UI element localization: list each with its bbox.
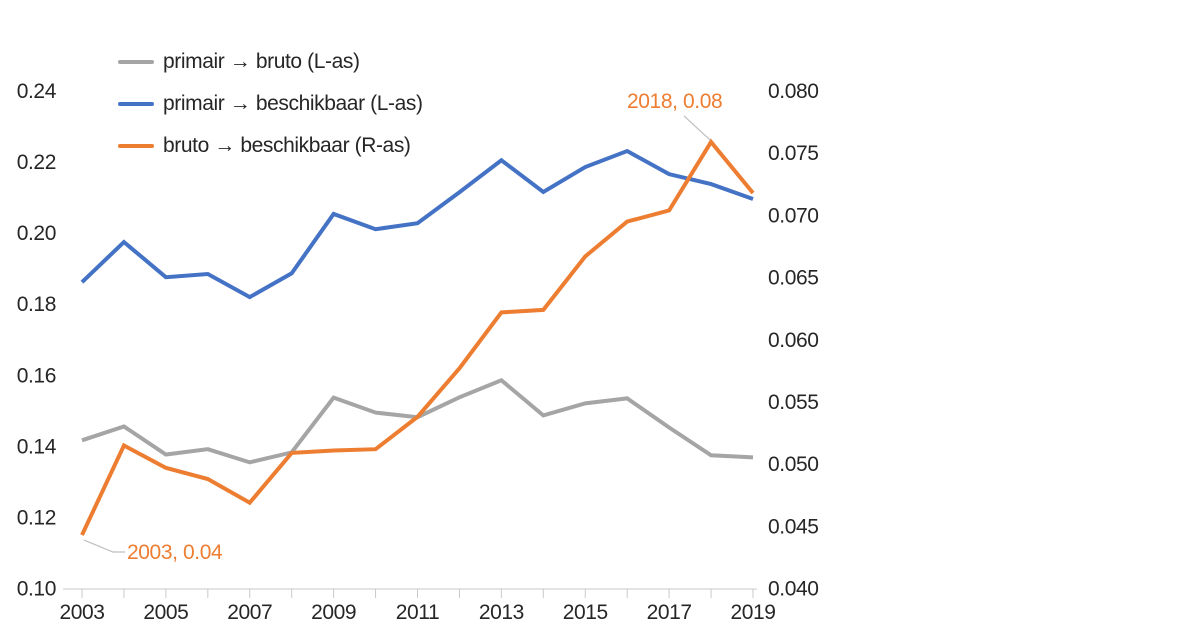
x-axis-tick-label: 2019 bbox=[730, 601, 775, 624]
right-axis-tick-label: 0.065 bbox=[768, 267, 819, 290]
right-axis-tick-label: 0.080 bbox=[768, 80, 819, 103]
legend-swatch-blue bbox=[118, 102, 154, 106]
x-axis-tick-label: 2015 bbox=[563, 601, 608, 624]
right-axis-tick-label: 0.050 bbox=[768, 453, 819, 476]
legend-label-primair-beschikbaar: primair → beschikbaar (L-as) bbox=[163, 92, 423, 115]
right-axis-tick-label: 0.055 bbox=[768, 391, 819, 414]
legend-item-primair-beschikbaar: primair → beschikbaar (L-as) bbox=[118, 83, 423, 125]
legend: primair → bruto (L-as) primair → beschik… bbox=[118, 41, 423, 167]
x-axis-tick-label: 2005 bbox=[143, 601, 188, 624]
x-axis-tick-label: 2011 bbox=[396, 601, 440, 624]
left-axis-tick-label: 0.14 bbox=[17, 435, 57, 458]
right-axis-tick-label: 0.075 bbox=[768, 142, 819, 165]
legend-label-primair-bruto: primair → bruto (L-as) bbox=[163, 50, 360, 73]
legend-swatch-gray bbox=[118, 60, 154, 64]
x-axis-tick-label: 2003 bbox=[59, 601, 104, 624]
left-axis-tick-label: 0.10 bbox=[17, 578, 56, 601]
x-axis-tick-label: 2017 bbox=[647, 601, 692, 624]
left-axis-tick-label: 0.20 bbox=[17, 222, 56, 245]
left-axis-tick-label: 0.24 bbox=[17, 80, 57, 103]
series-line-bruto-beschikbaar bbox=[80, 138, 755, 536]
right-axis-tick-label: 0.060 bbox=[768, 329, 819, 352]
legend-item-bruto-beschikbaar: bruto → beschikbaar (R-as) bbox=[118, 125, 423, 167]
left-axis-tick-label: 0.22 bbox=[17, 151, 56, 174]
left-axis-tick-label: 0.12 bbox=[17, 506, 56, 529]
annotation-leader-line bbox=[83, 539, 125, 553]
annotation-2003-start: 2003, 0.04 bbox=[127, 541, 223, 564]
x-axis-tick-label: 2009 bbox=[311, 601, 356, 624]
annotation-leader-line bbox=[683, 115, 711, 141]
legend-item-primair-bruto: primair → bruto (L-as) bbox=[118, 41, 423, 83]
legend-label-bruto-beschikbaar: bruto → beschikbaar (R-as) bbox=[163, 134, 411, 157]
left-axis-tick-label: 0.16 bbox=[17, 364, 56, 387]
series-line-primair-bruto bbox=[81, 377, 754, 465]
x-axis-tick-label: 2013 bbox=[479, 601, 524, 624]
left-axis-tick-label: 0.18 bbox=[17, 293, 56, 316]
right-axis-tick-label: 0.040 bbox=[768, 578, 819, 601]
legend-swatch-orange bbox=[118, 144, 154, 148]
annotation-2018-peak: 2018, 0.08 bbox=[627, 90, 723, 113]
series-line-primair-beschikbaar bbox=[80, 148, 754, 300]
x-axis-tick-label: 2007 bbox=[227, 601, 272, 624]
right-axis-tick-label: 0.045 bbox=[768, 515, 819, 538]
right-axis-tick-label: 0.070 bbox=[768, 204, 819, 227]
